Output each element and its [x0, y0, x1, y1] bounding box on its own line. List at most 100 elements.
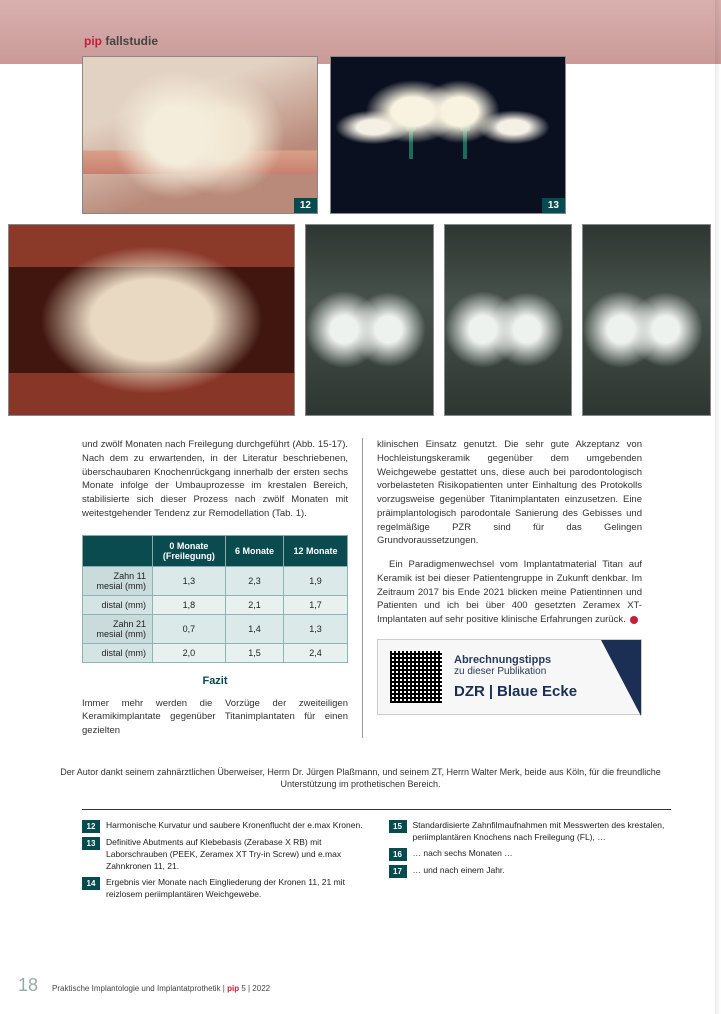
caption-number: 12	[82, 820, 100, 833]
implant-shape	[655, 257, 681, 381]
end-dot-icon	[630, 616, 638, 624]
footer-text-2: 5 | 2022	[239, 984, 270, 993]
table-row: Zahn 21 mesial (mm) 0,7 1,4 1,3	[83, 614, 348, 643]
table-cell: 1,8	[153, 595, 226, 614]
body-paragraph: Ein Paradigmenwechsel vom Implantatmater…	[377, 558, 642, 627]
caption-number: 16	[389, 848, 407, 861]
body-paragraph: klinischen Einsatz genutzt. Die sehr gut…	[377, 438, 642, 548]
table-cell: 1,3	[284, 614, 348, 643]
captions-column-right: 15 Standardisierte Zahnfilmaufnahmen mit…	[389, 820, 672, 904]
table-cell: 1,4	[225, 614, 283, 643]
table-cell: 2,1	[225, 595, 283, 614]
figure-12: 12	[82, 56, 318, 214]
measurement-label: 2.3 mm	[451, 333, 474, 340]
figure-number: 15	[410, 400, 433, 415]
data-table: 0 Monate (Freilegung) 6 Monate 12 Monate…	[82, 535, 348, 663]
measurement-label: 13.2	[366, 335, 380, 342]
ad-box: Abrechnungstipps zu dieser Publikation D…	[377, 639, 642, 715]
measurement-label: 1.4 mm	[501, 337, 524, 344]
figure-14: 14	[8, 224, 295, 416]
figure-number: 17	[687, 400, 710, 415]
table-row-header: distal (mm)	[83, 643, 153, 662]
table-header-row: 0 Monate (Freilegung) 6 Monate 12 Monate	[83, 535, 348, 566]
screw-icon	[409, 131, 413, 159]
measurement-label: 13.6	[681, 281, 695, 288]
page: pip fallstudie 12 13 14 13.2 1.3 mm 0.7 …	[0, 0, 721, 1014]
figure-row-1: 12 13	[0, 56, 721, 214]
caption-number: 14	[82, 877, 100, 890]
table-row: Zahn 11 mesial (mm) 1,3 2,3 1,9	[83, 566, 348, 595]
section-tag-rest: fallstudie	[102, 34, 158, 48]
measurement-label: 4.2 mm	[647, 353, 670, 360]
text-columns: und zwölf Monaten nach Freilegung durchg…	[0, 416, 721, 748]
captions-column-left: 12 Harmonische Kurvatur und saubere Kron…	[82, 820, 365, 904]
section-tag: pip fallstudie	[84, 34, 158, 48]
caption-text: Ergebnis vier Monate nach Eingliederung …	[106, 877, 365, 901]
column-right: klinischen Einsatz genutzt. Die sehr gut…	[362, 438, 642, 738]
table-row: distal (mm) 2,0 1,5 2,4	[83, 643, 348, 662]
figure-number: 14	[271, 400, 294, 415]
table-cell: 2,0	[153, 643, 226, 662]
measurement-label: 1.3 mm	[639, 337, 662, 344]
implant-shape	[463, 263, 489, 383]
section-tag-pip: pip	[84, 34, 102, 48]
caption-text: Definitive Abutments auf Klebebasis (Zer…	[106, 837, 365, 873]
acknowledgement: Der Autor dankt seinem zahnärztlichen Üb…	[0, 748, 721, 803]
figure-number: 13	[542, 198, 565, 213]
figure-row-2: 14 13.2 1.3 mm 0.7 mm 15 14.2 1.4 mm 4.3…	[0, 214, 721, 416]
body-text-span: Ein Paradigmenwechsel vom Implantatmater…	[377, 559, 642, 625]
footer-text-1: Praktische Implantologie und Implantatpr…	[52, 984, 227, 993]
table-row-header: Zahn 21 mesial (mm)	[83, 614, 153, 643]
table-header: 6 Monate	[225, 535, 283, 566]
implant-shape	[601, 261, 627, 383]
page-number: 18	[18, 975, 38, 996]
figure-number: 16	[548, 400, 571, 415]
page-footer: 18 Praktische Implantologie und Implanta…	[18, 975, 270, 996]
table-cell: 0,7	[153, 614, 226, 643]
separator-icon: |	[489, 683, 493, 700]
caption-number: 17	[389, 865, 407, 878]
table-cell: 2,4	[284, 643, 348, 662]
table-cell: 1,7	[284, 595, 348, 614]
caption-number: 13	[82, 837, 100, 850]
table-header: 0 Monate (Freilegung)	[153, 535, 226, 566]
header-band: pip fallstudie	[0, 0, 721, 64]
figure-13: 13	[330, 56, 566, 214]
table-row: distal (mm) 1,8 2,1 1,7	[83, 595, 348, 614]
table-row-header: distal (mm)	[83, 595, 153, 614]
ad-brand-1: DZR	[454, 683, 485, 700]
caption-item: 15 Standardisierte Zahnfilmaufnahmen mit…	[389, 820, 672, 844]
figure-17: 13.6 1.9 mm 1.3 mm 4.2 mm 17	[582, 224, 711, 416]
caption-item: 13 Definitive Abutments auf Klebebasis (…	[82, 837, 365, 873]
table-cell: 1,3	[153, 566, 226, 595]
table-cell: 1,9	[284, 566, 348, 595]
figure-15: 13.2 1.3 mm 0.7 mm 15	[305, 224, 434, 416]
table-header: 12 Monate	[284, 535, 348, 566]
ad-brand-2: Blaue Ecke	[497, 683, 577, 700]
column-left: und zwölf Monaten nach Freilegung durchg…	[82, 438, 362, 738]
table-header	[83, 535, 153, 566]
measurement-label: 0.7 mm	[368, 387, 391, 394]
ad-corner-icon	[601, 640, 641, 716]
body-paragraph: und zwölf Monaten nach Freilegung durchg…	[82, 438, 348, 521]
caption-item: 12 Harmonische Kurvatur und saubere Kron…	[82, 820, 365, 833]
footer-text: Praktische Implantologie und Implantatpr…	[52, 984, 270, 993]
measurement-label: 1.9 mm	[595, 337, 618, 344]
caption-item: 17 … und nach einem Jahr.	[389, 865, 672, 878]
page-shadow	[715, 0, 721, 1014]
caption-number: 15	[389, 820, 407, 833]
table-cell: 1,5	[225, 643, 283, 662]
caption-text: … nach sechs Monaten …	[413, 848, 513, 861]
caption-item: 16 … nach sechs Monaten …	[389, 848, 672, 861]
implant-shape	[330, 281, 350, 377]
measurement-label: 14.2	[543, 287, 557, 294]
table-row-header: Zahn 11 mesial (mm)	[83, 566, 153, 595]
captions-box: 12 Harmonische Kurvatur und saubere Kron…	[82, 809, 671, 904]
body-paragraph: Immer mehr werden die Vorzüge der zweite…	[82, 697, 348, 738]
measurement-label: 1.3 mm	[320, 383, 343, 390]
implant-shape	[378, 277, 398, 373]
table-cell: 2,3	[225, 566, 283, 595]
fazit-heading: Fazit	[82, 675, 348, 687]
qr-code-icon	[390, 651, 442, 703]
measurement-label: 4.3 mm	[505, 353, 528, 360]
